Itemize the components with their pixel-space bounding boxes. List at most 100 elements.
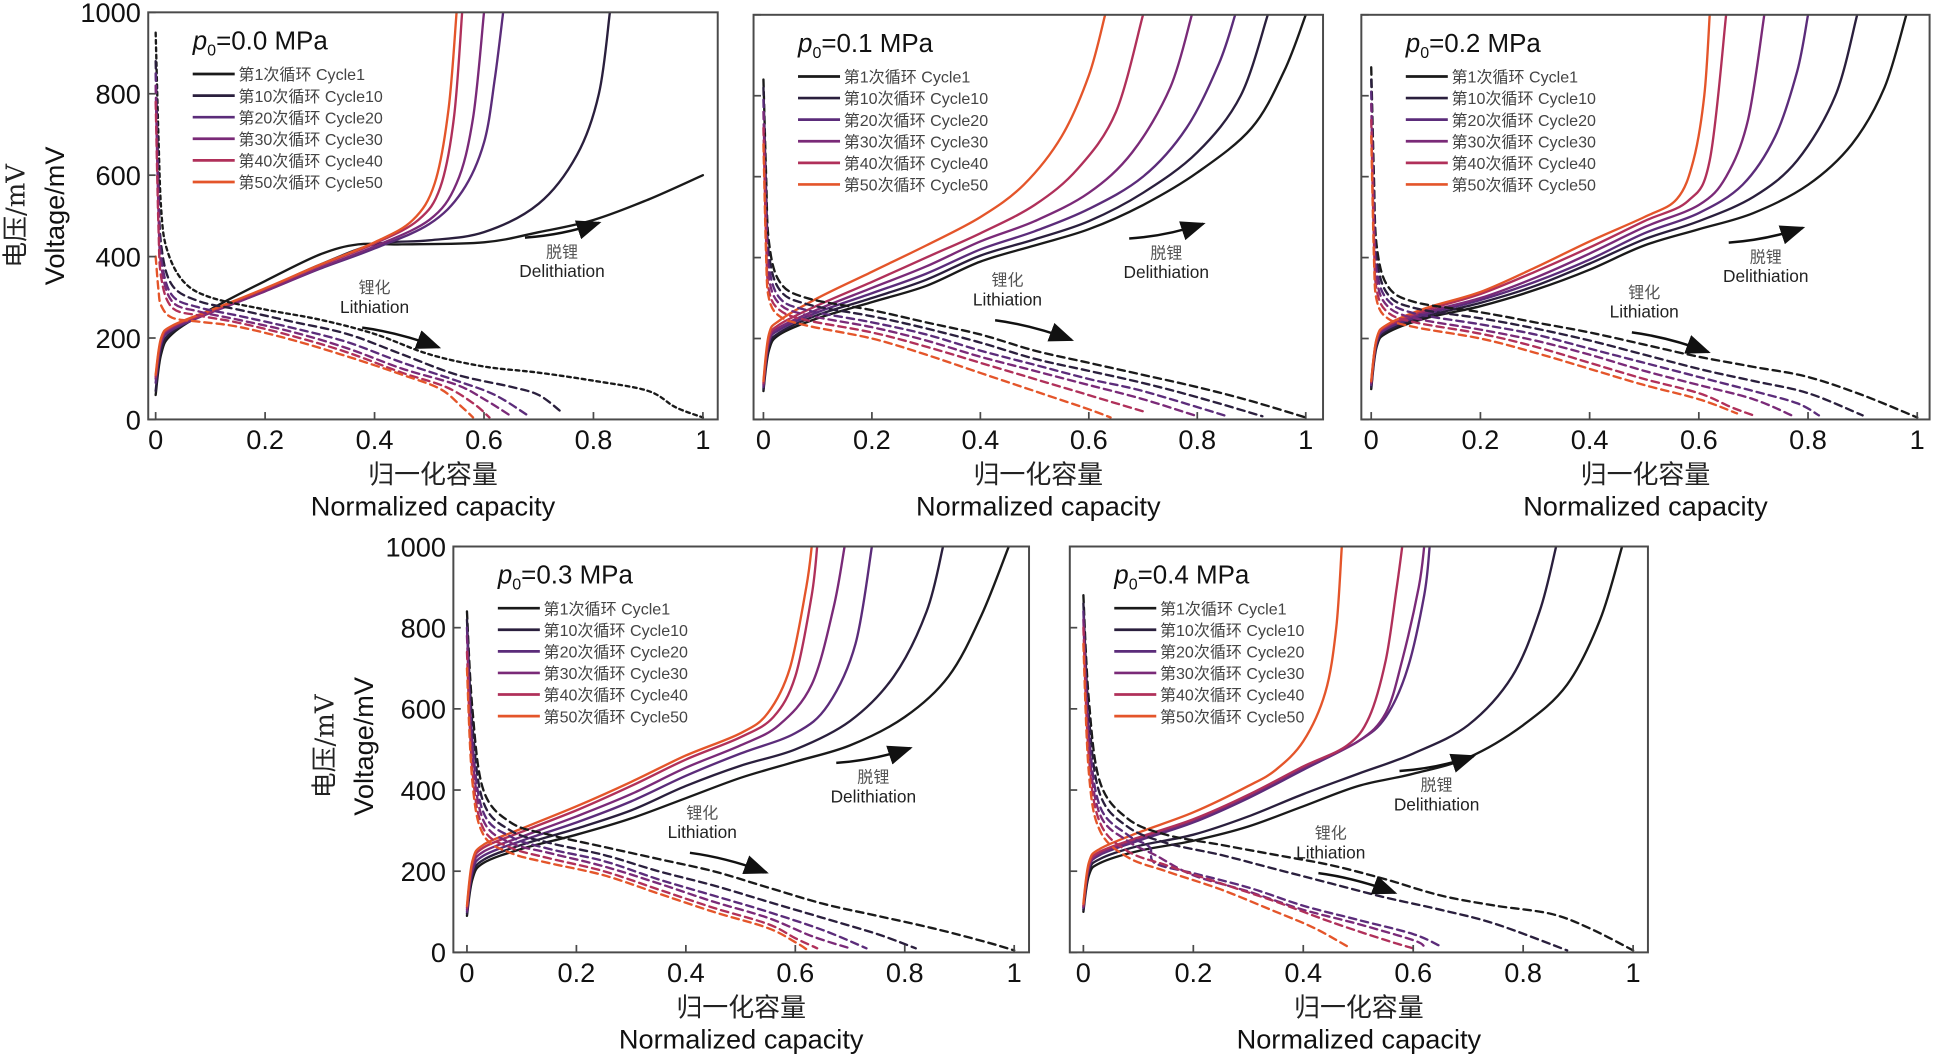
x-axis-label-en: Normalized capacity	[311, 491, 556, 522]
lithiation-label-cn: 锂化	[1315, 824, 1347, 843]
series-cycle40-delithiation	[465, 546, 819, 909]
series-cycle30-delithiation	[762, 14, 1194, 387]
series-cycle20-lithiation	[465, 626, 868, 950]
lithiation-arrow-icon	[994, 319, 1075, 342]
x-tick-label: 0	[148, 424, 163, 455]
plot-frame	[452, 545, 1031, 954]
panel-title-value: =0.4 MPa	[1138, 562, 1250, 590]
lithiation-arrow-icon	[1631, 331, 1711, 354]
series-cycle50-delithiation	[1370, 14, 1711, 383]
y-tick-label: 200	[401, 856, 446, 887]
delithiation-label-cn: 脱锂	[857, 768, 889, 787]
series-cycle50-delithiation	[762, 14, 1107, 383]
panel-title-subscript: 0	[512, 576, 521, 594]
panel-title-symbol: p	[1405, 30, 1420, 58]
series-group	[154, 12, 705, 419]
x-tick-label: 0.2	[1174, 957, 1212, 988]
x-tick-label: 1	[1626, 957, 1641, 988]
legend-label: 第1次循环 Cycle1	[544, 600, 671, 618]
series-cycle30-delithiation	[465, 546, 846, 911]
delithiation-label-en: Delithiation	[1394, 794, 1479, 814]
legend-label: 第20次循环 Cycle20	[238, 109, 383, 127]
x-axis-label-cn: 归一化容量	[1294, 994, 1424, 1024]
x-tick-label: 0.2	[558, 957, 596, 988]
legend-label: 第40次循环 Cycle40	[238, 153, 383, 171]
panel-title: p0=0.2 MPa	[1405, 30, 1542, 62]
series-cycle20-delithiation	[1082, 546, 1431, 909]
x-axis-label-en: Normalized capacity	[1523, 491, 1768, 522]
panel-title: p0=0.4 MPa	[1113, 562, 1250, 594]
series-cycle50-delithiation	[154, 12, 458, 376]
x-tick-label: 0.4	[356, 424, 394, 455]
series-cycle20-delithiation	[1370, 14, 1810, 387]
y-tick-label: 600	[401, 694, 446, 725]
legend-label: 第30次循环 Cycle30	[1452, 133, 1597, 151]
panel-p0-0.0: 0 0.2 0.4 0.6 0.8 1 0 200 400 600 800 1000 归一化容量Norm…	[80, 0, 719, 522]
x-tick-label: 0.6	[776, 957, 814, 988]
x-tick-label: 0	[1076, 957, 1091, 988]
series-cycle50-delithiation	[1082, 546, 1343, 905]
series-cycle50-lithiation	[1370, 135, 1739, 415]
series-cycle10-delithiation	[762, 14, 1269, 391]
x-tick-label: 1	[1007, 957, 1022, 988]
plot-frame	[752, 13, 1325, 421]
y-axis-label-en-bottom: Voltage/mV	[348, 677, 379, 816]
lithiation-label-en: Lithiation	[668, 822, 737, 842]
legend-label: 第50次循环 Cycle50	[1160, 708, 1305, 726]
panel-title-value: =0.3 MPa	[521, 562, 633, 590]
legend-label: 第10次循环 Cycle10	[844, 90, 989, 108]
y-tick-label: 600	[96, 160, 141, 191]
x-tick-label: 1	[695, 424, 710, 455]
x-axis-label-en: Normalized capacity	[916, 491, 1161, 522]
lithiation-label-cn: 锂化	[991, 271, 1023, 290]
legend-label: 第1次循环 Cycle1	[1160, 600, 1287, 618]
x-tick-label: 0.4	[1284, 957, 1322, 988]
series-group	[1370, 14, 1919, 419]
panel-title-value: =0.0 MPa	[216, 27, 328, 55]
legend-label: 第30次循环 Cycle30	[1160, 665, 1305, 683]
legend-label: 第50次循环 Cycle50	[238, 174, 383, 192]
x-tick-label: 1	[1910, 424, 1925, 455]
x-tick-label: 0.4	[667, 957, 705, 988]
legend-label: 第30次循环 Cycle30	[844, 133, 989, 151]
panel-title-symbol: p	[192, 27, 207, 55]
legend-label: 第20次循环 Cycle20	[844, 112, 989, 130]
lithiation-arrow-icon	[1318, 871, 1398, 895]
series-group	[1082, 546, 1635, 952]
panel-title-subscript: 0	[1420, 44, 1429, 62]
x-tick-label: 1	[1298, 424, 1313, 455]
x-tick-label: 0.6	[1070, 424, 1108, 455]
legend-label: 第30次循环 Cycle30	[544, 665, 689, 683]
legend-label: 第40次循环 Cycle40	[1160, 687, 1305, 705]
y-tick-label: 1000	[80, 0, 140, 28]
legend-label: 第1次循环 Cycle1	[1452, 69, 1579, 87]
plot-frame	[1068, 545, 1649, 954]
delithiation-label-cn: 脱锂	[546, 242, 578, 261]
legend-label: 第50次循环 Cycle50	[1452, 177, 1597, 195]
series-cycle1-lithiation	[154, 31, 705, 419]
delithiation-arrow-icon	[836, 745, 913, 765]
plot-frame	[147, 11, 719, 421]
delithiation-arrow-icon	[1129, 221, 1206, 241]
lithiation-arrow-icon	[362, 326, 442, 349]
legend-label: 第40次循环 Cycle40	[844, 155, 989, 173]
panel-title: p0=0.3 MPa	[497, 562, 634, 594]
series-cycle40-delithiation	[1082, 546, 1404, 907]
y-tick-label: 800	[96, 79, 141, 110]
panel-title-value: =0.2 MPa	[1429, 30, 1541, 58]
series-cycle20-delithiation	[762, 14, 1237, 389]
y-tick-label: 0	[126, 404, 141, 435]
x-tick-label: 0.8	[1789, 424, 1827, 455]
series-cycle10-delithiation	[154, 12, 612, 393]
delithiation-label-cn: 脱锂	[1421, 776, 1453, 795]
series-cycle40-lithiation	[1082, 626, 1415, 950]
legend-label: 第30次循环 Cycle30	[238, 131, 383, 149]
delithiation-label-en: Delithiation	[1723, 266, 1808, 286]
delithiation-label-en: Delithiation	[519, 261, 604, 281]
panel-title-subscript: 0	[812, 44, 821, 62]
y-tick-label: 400	[401, 775, 446, 806]
x-tick-label: 0.2	[246, 424, 284, 455]
